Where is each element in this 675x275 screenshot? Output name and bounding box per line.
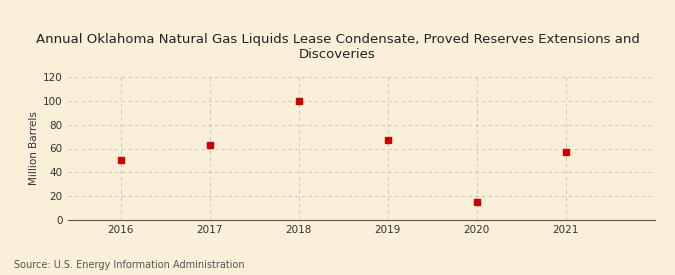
Y-axis label: Million Barrels: Million Barrels bbox=[29, 112, 38, 185]
Text: Annual Oklahoma Natural Gas Liquids Lease Condensate, Proved Reserves Extensions: Annual Oklahoma Natural Gas Liquids Leas… bbox=[36, 33, 639, 61]
Text: Source: U.S. Energy Information Administration: Source: U.S. Energy Information Administ… bbox=[14, 260, 244, 270]
